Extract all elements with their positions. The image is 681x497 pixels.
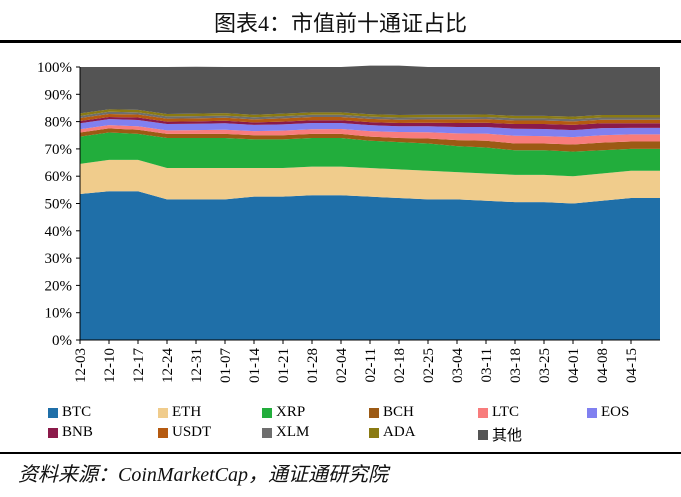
x-tick-label: 03-25 (537, 348, 553, 383)
y-tick-label: 0% (52, 333, 72, 349)
x-tick-label: 04-01 (566, 348, 582, 383)
series-area-4 (80, 128, 660, 152)
series-area-2 (80, 159, 660, 204)
y-tick-label: 80% (45, 115, 73, 131)
series-area-9 (80, 111, 660, 122)
source-rule (0, 452, 681, 454)
y-tick-label: 20% (45, 278, 73, 294)
legend-item: BTC (48, 404, 91, 421)
y-tick-label: 40% (45, 224, 73, 240)
x-tick-label: 12-31 (189, 348, 205, 383)
y-tick-label: 70% (45, 142, 73, 158)
chart-title: 图表4：市值前十通证占比 (213, 11, 467, 36)
x-tick-label: 02-04 (334, 348, 350, 383)
x-tick-label: 02-18 (392, 348, 408, 383)
stacked-area-chart: 0% 10% 20% 30% 40% 50% 60% 70% 80% 90% 100% 12-03 12… (37, 60, 660, 383)
legend-item: XRP (262, 404, 305, 421)
legend-label: 其他 (492, 428, 523, 444)
x-tick-label: 01-14 (247, 348, 263, 383)
legend-item: ETH (158, 404, 201, 421)
x-tick-label: 02-25 (421, 348, 437, 383)
series-area-1 (80, 191, 660, 340)
x-tick-label: 03-04 (450, 348, 466, 383)
y-tick-label: 60% (45, 169, 73, 185)
legend-item: 其他 (478, 424, 522, 445)
y-tick-label: 50% (45, 197, 73, 213)
legend-label: ADA (383, 424, 416, 440)
legend-item: LTC (478, 404, 519, 421)
legend-item: ADA (369, 424, 416, 441)
x-tick-label: 01-21 (276, 348, 292, 383)
legend-label: BTC (62, 404, 92, 420)
legend-label: BCH (383, 404, 414, 420)
series-area-7 (80, 116, 660, 131)
y-tick-label: 100% (37, 60, 72, 76)
legend-swatch (158, 427, 168, 438)
legend-item: BNB (48, 424, 93, 441)
legend-label: LTC (492, 404, 519, 420)
legend-label: BNB (62, 424, 93, 440)
series-area-3 (80, 132, 660, 177)
legend-item: XLM (262, 424, 309, 441)
legend-item: EOS (587, 404, 629, 421)
legend-item: USDT (158, 424, 211, 441)
legend-swatch (48, 407, 58, 418)
series-area-6 (80, 119, 660, 138)
title-rule (0, 40, 681, 43)
x-tick-label: 04-08 (595, 348, 611, 383)
y-tick-label: 90% (45, 87, 73, 103)
legend-swatch (369, 427, 379, 438)
legend-swatch (262, 427, 272, 438)
series-area-10 (80, 109, 660, 120)
x-tick-label: 01-07 (218, 348, 234, 383)
legend-label: XLM (276, 424, 310, 440)
legend-swatch (587, 407, 597, 418)
x-tick-label: 01-28 (305, 348, 321, 383)
legend-swatch (48, 427, 58, 438)
legend-swatch (478, 407, 488, 418)
legend-swatch (478, 429, 488, 440)
legend-swatch (369, 407, 379, 418)
series-area-8 (80, 113, 660, 125)
legend-swatch (158, 407, 168, 418)
legend-label: ETH (172, 404, 202, 420)
x-tick-label: 03-11 (479, 348, 495, 382)
x-tick-label: 12-17 (131, 348, 147, 383)
y-tick-label: 10% (45, 306, 73, 322)
legend-label: USDT (172, 424, 212, 440)
x-tick-label: 04-15 (624, 348, 640, 383)
y-tick-label: 30% (45, 251, 73, 267)
legend-label: XRP (276, 404, 306, 420)
x-tick-label: 12-10 (102, 348, 118, 383)
series-area-5 (80, 125, 660, 145)
x-tick-label: 02-11 (363, 348, 379, 382)
legend-label: EOS (601, 404, 630, 420)
legend-item: BCH (369, 404, 414, 421)
x-tick-label: 12-24 (160, 348, 176, 383)
series-area-11 (80, 65, 660, 117)
x-tick-label: 12-03 (73, 348, 89, 383)
legend-swatch (262, 407, 272, 418)
x-tick-label: 03-18 (508, 348, 524, 383)
source-note: 资料来源：CoinMarketCap，通证通研究院 (18, 464, 388, 486)
